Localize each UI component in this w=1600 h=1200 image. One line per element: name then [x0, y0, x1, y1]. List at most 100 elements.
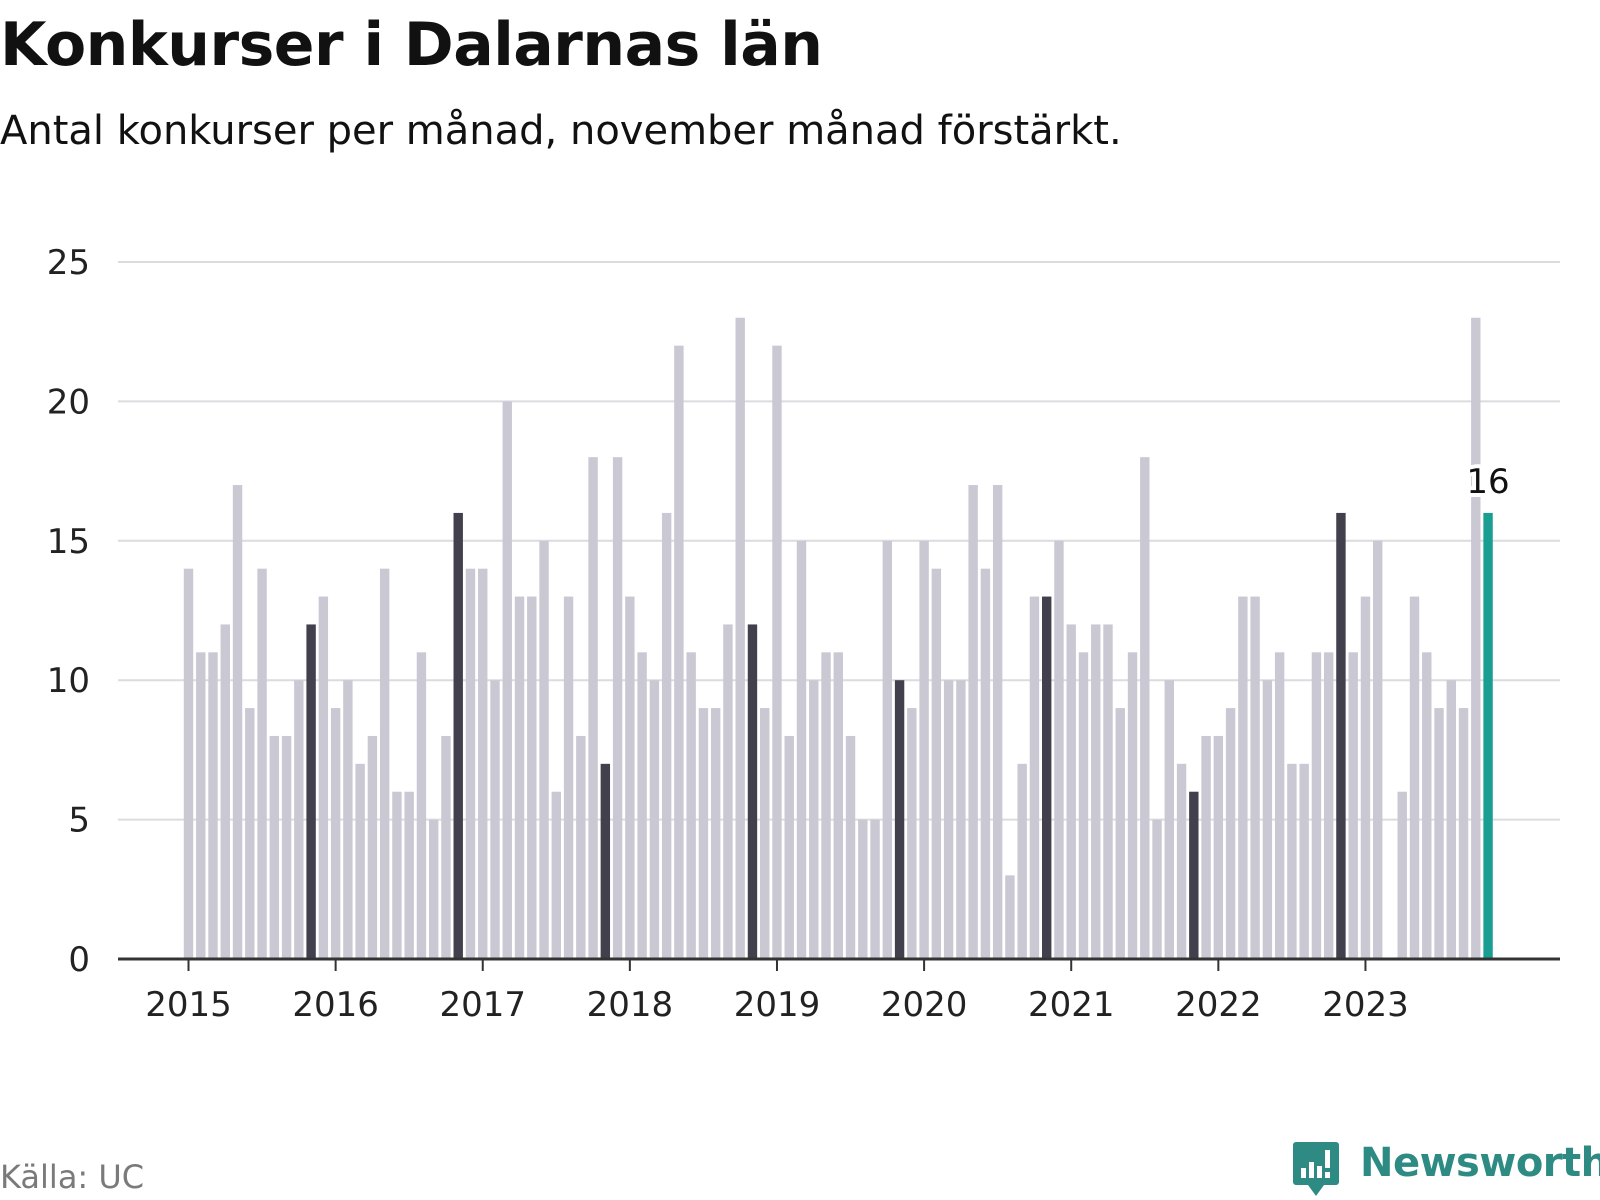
latest-value-label: 16 — [1466, 462, 1509, 502]
x-tick-label: 2021 — [1028, 985, 1115, 1025]
bar — [257, 568, 267, 959]
bar — [1250, 596, 1260, 959]
x-tick-label: 2016 — [292, 985, 379, 1025]
bar-november — [1336, 512, 1346, 959]
bar — [1115, 708, 1125, 959]
bar — [858, 819, 868, 959]
bar — [416, 652, 427, 959]
bar — [735, 317, 745, 959]
bar — [821, 652, 831, 959]
y-tick-label: 25 — [47, 243, 90, 283]
bar — [576, 735, 586, 959]
bar — [698, 708, 709, 959]
bar — [478, 568, 488, 959]
bar — [612, 457, 623, 959]
bar — [1078, 652, 1089, 959]
bar — [220, 624, 230, 959]
bar — [563, 596, 574, 959]
chart-title: Konkurser i Dalarnas län — [0, 10, 823, 80]
bar — [968, 485, 978, 959]
bar-november — [306, 624, 316, 959]
bar — [1299, 763, 1309, 959]
x-tick-label: 2023 — [1322, 985, 1409, 1025]
bar — [1360, 596, 1371, 959]
bar — [1225, 708, 1236, 959]
bars — [183, 317, 1493, 959]
brand-name: Newsworthy — [1360, 1140, 1600, 1186]
bar — [379, 568, 390, 959]
bar — [1066, 624, 1076, 959]
bar — [232, 485, 243, 959]
bar — [784, 735, 794, 959]
bar — [367, 735, 378, 959]
bar — [502, 401, 512, 959]
bar-november — [747, 624, 758, 959]
bar — [318, 596, 329, 959]
bar — [710, 708, 721, 959]
bar — [931, 568, 942, 959]
bar — [1311, 652, 1322, 959]
bar — [343, 680, 353, 959]
bar — [1434, 708, 1444, 959]
bar — [1238, 596, 1248, 959]
x-tick-label: 2017 — [439, 985, 526, 1025]
bar-november — [600, 763, 611, 959]
bar — [1274, 652, 1285, 959]
source-note: Källa: UC — [0, 1158, 145, 1196]
x-tick-label: 2019 — [734, 985, 821, 1025]
bar — [1446, 680, 1456, 959]
bar — [1262, 680, 1273, 959]
x-tick-label: 2018 — [587, 985, 674, 1025]
bar — [465, 568, 476, 959]
bar — [355, 763, 365, 959]
bar-november — [1189, 791, 1199, 959]
bar — [796, 540, 807, 959]
bar — [723, 624, 733, 959]
bar — [1397, 791, 1407, 959]
bar — [992, 485, 1003, 959]
bar — [1422, 652, 1432, 959]
brand-logo[interactable]: Newsworthy — [1292, 1140, 1600, 1200]
y-tick-label: 20 — [47, 382, 90, 422]
bar — [649, 680, 660, 959]
bar — [196, 652, 206, 959]
y-axis: 0 5 10 15 20 25 — [47, 243, 90, 980]
latest-value-label-halo: 16 — [1466, 462, 1509, 502]
bar — [833, 652, 843, 959]
bar — [980, 568, 991, 959]
bar — [588, 457, 598, 959]
bar — [661, 512, 672, 959]
bar — [1323, 652, 1334, 959]
bar — [1471, 317, 1481, 959]
bar — [527, 596, 537, 959]
bar — [1176, 763, 1187, 959]
bar — [429, 819, 439, 959]
bar-latest — [1483, 512, 1493, 959]
bar — [514, 596, 525, 959]
bar — [1005, 875, 1015, 959]
y-tick-label: 10 — [47, 661, 90, 701]
bar — [441, 735, 451, 959]
bar — [539, 540, 549, 959]
y-tick-label: 0 — [68, 940, 90, 980]
bar — [1213, 735, 1224, 959]
y-tick-label: 15 — [47, 522, 90, 562]
bar — [1164, 680, 1174, 959]
bar — [1029, 596, 1040, 959]
x-axis: 2015 2016 2017 2018 2019 2020 2021 2022 2023 — [118, 957, 1560, 1025]
bar — [637, 652, 647, 959]
bar — [1140, 457, 1150, 959]
bar — [772, 345, 782, 959]
bar — [1054, 540, 1064, 959]
bar — [1409, 596, 1420, 959]
bar — [330, 708, 341, 959]
bar-chart-speech-bubble-icon — [1293, 1142, 1339, 1196]
bar — [1201, 735, 1211, 959]
bar — [845, 735, 856, 959]
bar — [882, 540, 893, 959]
y-tick-label: 5 — [68, 801, 90, 841]
bar — [686, 652, 696, 959]
bar — [943, 680, 954, 959]
bar — [1103, 624, 1113, 959]
